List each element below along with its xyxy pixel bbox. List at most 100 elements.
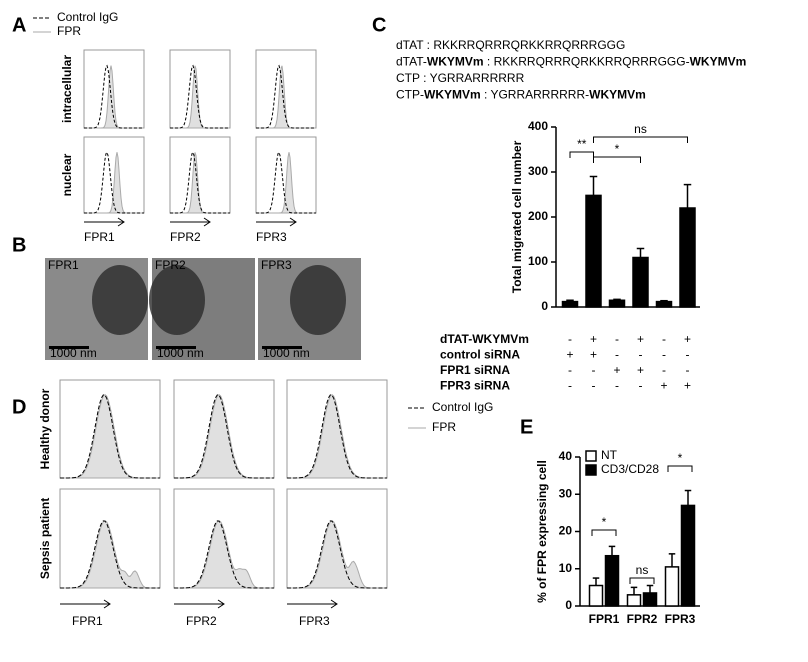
fpr-histogram [60,394,160,479]
condition-sign: + [613,363,620,377]
condition-sign: + [684,379,691,393]
bar [655,300,673,308]
row-label: Healthy donor [38,388,52,469]
condition-sign: - [662,363,666,377]
sequence-part: WKYMVm [589,88,646,102]
condition-sign: - [568,379,572,393]
condition-sign: - [592,379,596,393]
significance-label: ns [636,563,649,577]
legend-label: Control IgG [432,400,493,414]
bar [626,594,642,607]
fpr-histogram [170,65,230,129]
igg-histogram [287,520,387,589]
condition-sign: - [662,332,666,346]
image-label: FPR1 [48,258,79,272]
arrow-head [217,599,225,609]
igg-histogram [256,64,316,129]
row-label: nuclear [60,153,74,196]
bar [604,554,620,607]
significance-label: * [678,451,683,465]
condition-label: control siRNA [440,348,520,362]
legend-label: FPR [57,24,81,38]
fpr-histogram [174,394,274,479]
igg-histogram [174,394,274,479]
bar [585,194,602,308]
igg-histogram [256,151,316,214]
scale-bar [156,346,196,349]
igg-histogram [287,394,387,479]
bar [608,299,626,308]
significance-label: ** [577,137,587,151]
condition-sign: + [660,379,667,393]
y-tick-label: 0 [565,598,572,612]
igg-histogram [174,520,274,589]
significance-label: * [615,142,620,156]
panel-label: E [520,416,533,438]
x-tick-label: FPR3 [665,612,696,626]
x-tick-label: FPR2 [627,612,658,626]
y-tick-label: 0 [541,299,548,313]
column-label: FPR1 [84,230,115,244]
condition-sign: + [590,332,597,346]
sequence: dTAT : RKKRRQRRRQRKKRRQRRRGGG [396,38,625,52]
scale-bar-label: 1000 nm [263,346,310,360]
row-label: intracellular [60,55,74,123]
sequence-part: CTP- [396,88,424,102]
panel-label: A [12,14,26,36]
legend-label: NT [601,448,618,462]
condition-sign: + [637,363,644,377]
significance-label: ns [634,122,647,136]
panel-label: C [372,14,386,36]
y-tick-label: 200 [528,209,548,223]
y-tick-label: 30 [559,486,573,500]
y-tick-label: 40 [559,449,573,463]
bar [679,207,696,308]
significance-bracket [593,136,688,143]
legend-label: CD3/CD28 [601,462,659,476]
igg-histogram [60,394,160,479]
column-label: FPR3 [299,614,330,628]
significance-bracket [667,465,693,472]
significance-bracket [569,151,594,158]
igg-histogram [84,64,144,129]
fpr-histogram [287,394,387,479]
scale-bar [49,346,89,349]
condition-sign: - [615,348,619,362]
scale-bar-label: 1000 nm [157,346,204,360]
arrow-head [330,599,338,609]
condition-sign: - [615,379,619,393]
y-tick-label: 20 [559,524,573,538]
fpr-histogram [287,520,387,589]
bar [561,300,579,308]
condition-sign: + [590,348,597,362]
significance-bracket [629,577,655,584]
image-label: FPR2 [155,258,186,272]
sequence: dTAT-WKYMVm : RKKRRQRRRQRKKRRQRRRGGG-WKY… [396,55,746,69]
condition-sign: + [566,348,573,362]
image-label: FPR3 [261,258,292,272]
condition-label: FPR3 siRNA [440,379,510,393]
sequence-part: : YGRRARRRRRR- [481,88,589,102]
legend-swatch [585,464,597,476]
row-label: Sepsis patient [38,498,52,579]
em-nucleus [92,265,148,335]
condition-sign: - [639,379,643,393]
condition-sign: - [615,332,619,346]
y-axis-label: % of FPR expressing cell [535,460,549,603]
fpr-histogram [60,520,160,589]
y-tick-label: 100 [528,254,548,268]
legend-label: Control IgG [57,10,118,24]
igg-histogram [84,151,144,214]
arrow-head [289,217,297,227]
arrow-head [117,217,125,227]
y-tick-label: 300 [528,164,548,178]
sequence-part: WKYMVm [427,55,484,69]
em-nucleus [290,265,346,335]
condition-label: dTAT-WKYMVm [440,332,529,346]
bar [632,256,649,308]
em-nucleus [149,265,205,335]
condition-sign: - [686,348,690,362]
bar [680,504,696,607]
fpr-histogram [256,65,316,129]
